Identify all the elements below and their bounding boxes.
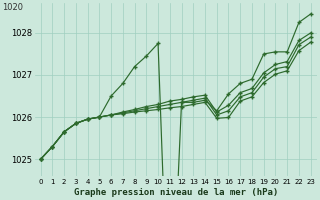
Text: 1020: 1020 [2,3,23,12]
X-axis label: Graphe pression niveau de la mer (hPa): Graphe pression niveau de la mer (hPa) [74,188,278,197]
